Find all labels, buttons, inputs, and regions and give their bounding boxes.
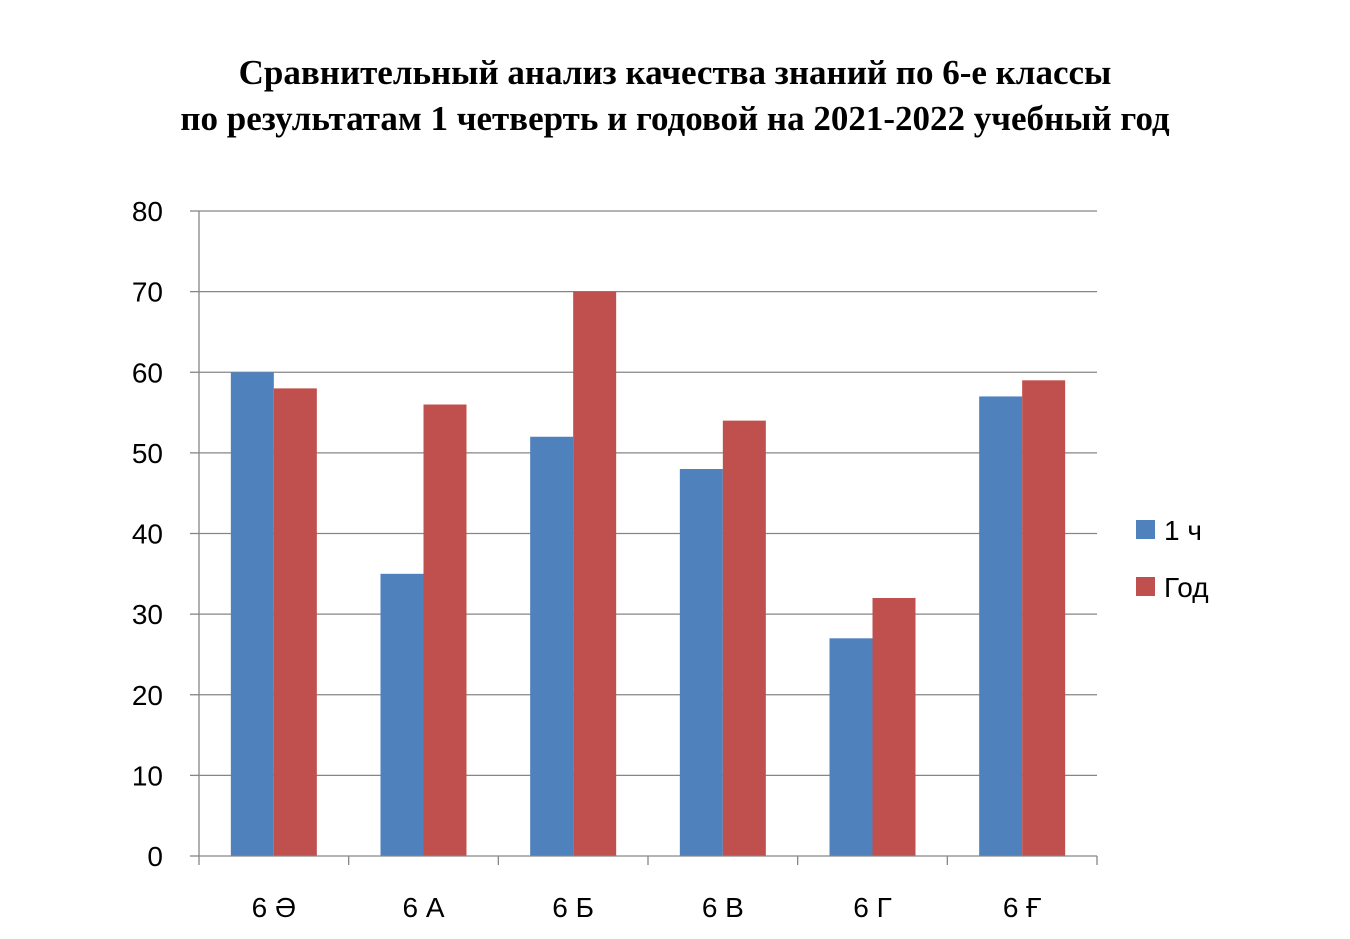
axes: [190, 210, 1098, 865]
bar-series2: [872, 598, 916, 856]
bar-series1: [230, 372, 274, 856]
bar-series1: [979, 396, 1023, 856]
bar-series1: [380, 573, 424, 856]
y-tick-label: 80: [132, 196, 163, 227]
legend-swatch: [1136, 577, 1155, 596]
bar-series2: [273, 388, 317, 856]
y-tick-label: 10: [132, 760, 163, 791]
x-category-labels: 6 Ə 6 А 6 Б 6 В 6 Г 6 Ғ: [252, 892, 1042, 923]
x-category-label: 6 Г: [853, 892, 892, 923]
x-category-label: 6 В: [702, 892, 744, 923]
y-tick-label: 20: [132, 680, 163, 711]
bar-series2: [722, 420, 766, 856]
x-category-label: 6 Б: [552, 892, 594, 923]
legend-label: Год: [1164, 572, 1209, 603]
y-tick-label: 30: [132, 599, 163, 630]
legend: 1 ч Год: [1136, 515, 1209, 603]
x-category-label: 6 А: [402, 892, 444, 923]
y-tick-label: 40: [132, 519, 163, 550]
legend-swatch: [1136, 520, 1155, 539]
bar-series2: [1022, 380, 1066, 856]
x-category-label: 6 Ғ: [1003, 892, 1042, 923]
bars: [230, 291, 1066, 856]
bar-series2: [423, 404, 467, 856]
y-tick-label: 50: [132, 438, 163, 469]
grid-lines: [199, 210, 1097, 777]
bar-series2: [573, 291, 617, 856]
bar-series1: [829, 638, 873, 856]
chart-title: Сравнительный анализ качества знаний по …: [0, 50, 1350, 142]
chart-title-line-2: по результатам 1 четверть и годовой на 2…: [180, 99, 1170, 138]
y-tick-label: 0: [147, 841, 163, 872]
chart-title-line-1: Сравнительный анализ качества знаний по …: [238, 53, 1112, 92]
x-category-label: 6 Ə: [252, 892, 296, 923]
y-tick-label: 70: [132, 277, 163, 308]
bar-series1: [679, 469, 723, 856]
y-tick-labels: 0 10 20 30 40 50 60 70 80: [132, 196, 163, 872]
y-tick-label: 60: [132, 357, 163, 388]
bar-series1: [530, 436, 574, 856]
legend-label: 1 ч: [1164, 515, 1202, 546]
